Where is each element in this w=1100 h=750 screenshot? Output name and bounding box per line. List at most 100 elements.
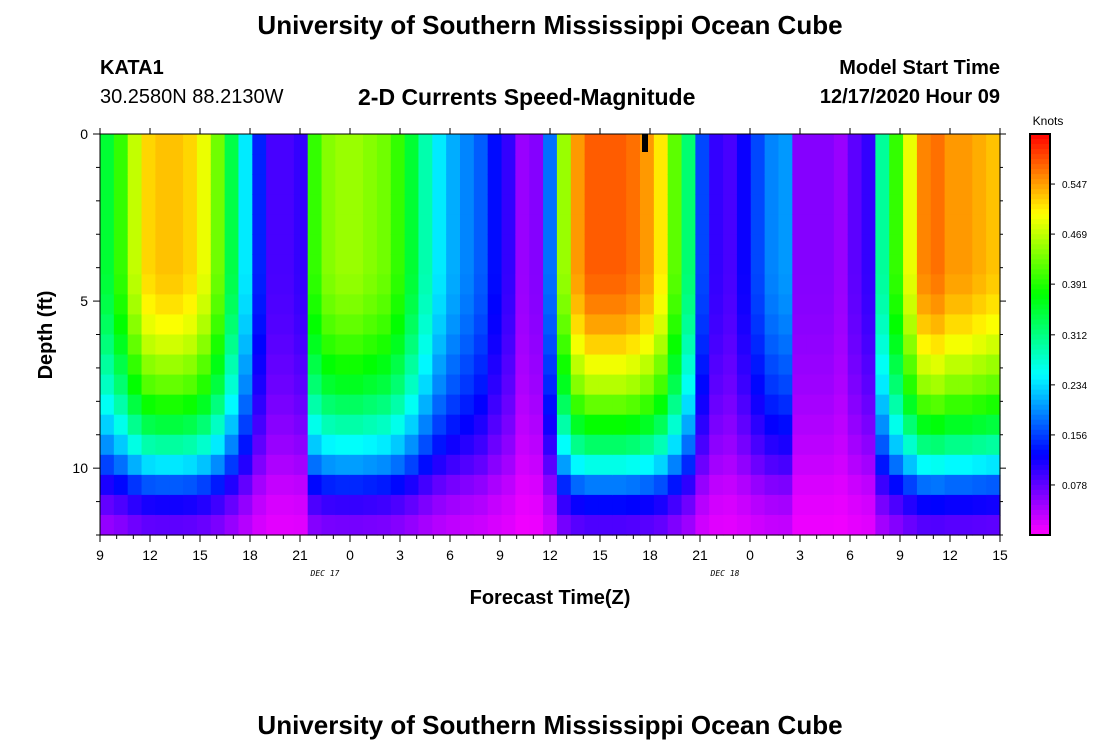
heatmap-cell [127,454,143,476]
colorbar-step [1030,134,1050,140]
heatmap-cell [584,274,600,295]
heatmap-cell [252,414,267,436]
heatmap-cell [556,434,572,456]
heatmap-cell [750,294,766,316]
heatmap-cell [529,154,544,175]
heatmap-cell [238,474,253,496]
heatmap-cell [418,494,433,516]
heatmap-cell [612,514,627,536]
heatmap-cell [723,494,738,516]
heatmap-cell [113,174,129,195]
heatmap-cell [958,234,973,255]
heatmap-cell [764,254,780,275]
heatmap-cell [764,454,780,476]
heatmap-cell [432,174,447,195]
heatmap-cell [930,174,946,195]
heatmap-cell [916,514,932,536]
heatmap-cell [875,194,890,215]
heatmap-cell [709,354,724,376]
heatmap-cell [183,214,198,235]
heatmap-cell [556,154,572,175]
heatmap-cell [833,254,849,275]
heatmap-cell [307,354,323,376]
heatmap-cell [833,214,849,235]
heatmap-cell [889,454,904,476]
heatmap-cell [916,234,932,255]
heatmap-cell [723,214,738,235]
heatmap-cell [155,274,170,295]
heatmap-cell [612,394,627,416]
heatmap-cell [529,374,544,396]
heatmap-cell [349,274,364,295]
heatmap-cell [598,314,613,336]
heatmap-cell [916,374,932,396]
heatmap-cell [100,494,115,516]
heatmap-cell [100,294,115,316]
heatmap-cell [695,414,710,436]
heatmap-cell [556,514,572,536]
heatmap-cell [764,214,780,235]
heatmap-cell [210,314,226,336]
heatmap-cell [543,434,558,456]
heatmap-cell [833,154,849,175]
heatmap-cell [667,474,683,496]
heatmap-cell [875,374,890,396]
heatmap-cell [778,494,793,516]
heatmap-cell [944,474,960,496]
heatmap-cell [100,194,115,215]
page-title-bottom: University of Southern Mississippi Ocean… [257,710,843,740]
heatmap-cell [487,134,503,155]
heatmap-cell [570,354,586,376]
heatmap-cell [224,174,240,195]
heatmap-cell [626,434,641,456]
heatmap-cell [487,354,503,376]
heatmap-cell [750,434,766,456]
heatmap-cell [833,434,849,456]
heatmap-cell [446,154,461,175]
heatmap-cell [515,174,530,195]
heatmap-cell [736,174,752,195]
heatmap-cell [252,514,267,536]
heatmap-cell [806,134,821,155]
heatmap-cell [266,154,281,175]
heatmap-cell [820,474,835,496]
heatmap-cell [792,514,807,536]
heatmap-cell [598,294,613,316]
heatmap-cell [916,454,932,476]
heatmap-cell [903,294,918,316]
colorbar-step [1030,434,1050,441]
heatmap-cell [335,254,350,275]
heatmap-cell [820,434,835,456]
heatmap-cell [390,474,406,496]
heatmap-cell [487,294,503,316]
colorbar-step [1030,139,1050,145]
heatmap-cell [723,394,738,416]
heatmap-cell [833,134,849,155]
heatmap-cell [487,154,503,175]
heatmap-cell [875,434,890,456]
heatmap-cell [709,394,724,416]
heatmap-cell [473,254,489,275]
heatmap-cell [335,434,350,456]
heatmap-cell [889,434,904,456]
heatmap-cell [280,354,295,376]
heatmap-cell [293,434,309,456]
heatmap-cell [626,374,641,396]
heatmap-cell [169,354,184,376]
heatmap-cell [446,474,461,496]
colorbar-step [1030,244,1050,250]
heatmap-cell [293,354,309,376]
heatmap-cell [709,214,724,235]
heatmap-cell [432,214,447,235]
heatmap-cell [944,354,960,376]
heatmap-cell [418,194,433,215]
heatmap-cell [155,134,170,155]
heatmap-cell [529,134,544,155]
heatmap-cell [363,414,378,436]
heatmap-cell [736,514,752,536]
heatmap-cell [875,134,890,155]
heatmap-cell [972,214,987,235]
heatmap-cell [321,454,336,476]
heatmap-cell [806,414,821,436]
